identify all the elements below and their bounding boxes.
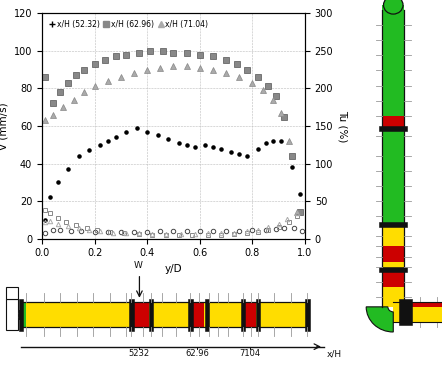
Bar [393,302,442,322]
Bar [256,302,307,327]
Bar [26,302,130,327]
Bar [382,271,404,287]
Bar [382,5,404,10]
Text: 5232: 5232 [129,349,150,358]
Bar [189,302,204,327]
Bar [188,299,193,331]
Bar [379,126,408,131]
Y-axis label: Tu (%): Tu (%) [337,110,347,142]
Bar [21,302,26,327]
Bar [129,299,133,331]
Bar [382,287,404,307]
Bar [399,299,412,325]
Bar [19,310,21,319]
Bar [6,299,18,330]
Bar [18,310,19,319]
Bar [149,299,153,331]
Bar [382,10,404,116]
Bar [19,299,23,331]
Text: 7104: 7104 [239,349,260,358]
X-axis label: y/D: y/D [165,264,182,274]
Bar [382,226,404,247]
Legend: x/H (52.32), x/H (62.96), x/H (71.04): x/H (52.32), x/H (62.96), x/H (71.04) [46,17,211,32]
Bar [6,287,18,299]
Bar [204,302,241,327]
Wedge shape [366,307,393,332]
Bar [255,299,260,331]
Bar [241,302,256,327]
Bar [130,302,149,327]
Bar [149,302,189,327]
Bar [382,247,404,262]
Bar [393,302,442,307]
Bar [205,299,209,331]
Text: x/H: x/H [327,349,342,358]
Bar [382,131,404,226]
Bar [305,299,310,331]
Bar [382,262,404,271]
Y-axis label: V (mm/s): V (mm/s) [0,102,8,150]
Text: 62.96: 62.96 [185,349,209,358]
Bar [241,299,245,331]
Circle shape [384,0,403,14]
Bar [382,116,404,131]
Text: W: W [133,261,142,270]
Bar [379,267,408,272]
Bar [379,222,408,227]
